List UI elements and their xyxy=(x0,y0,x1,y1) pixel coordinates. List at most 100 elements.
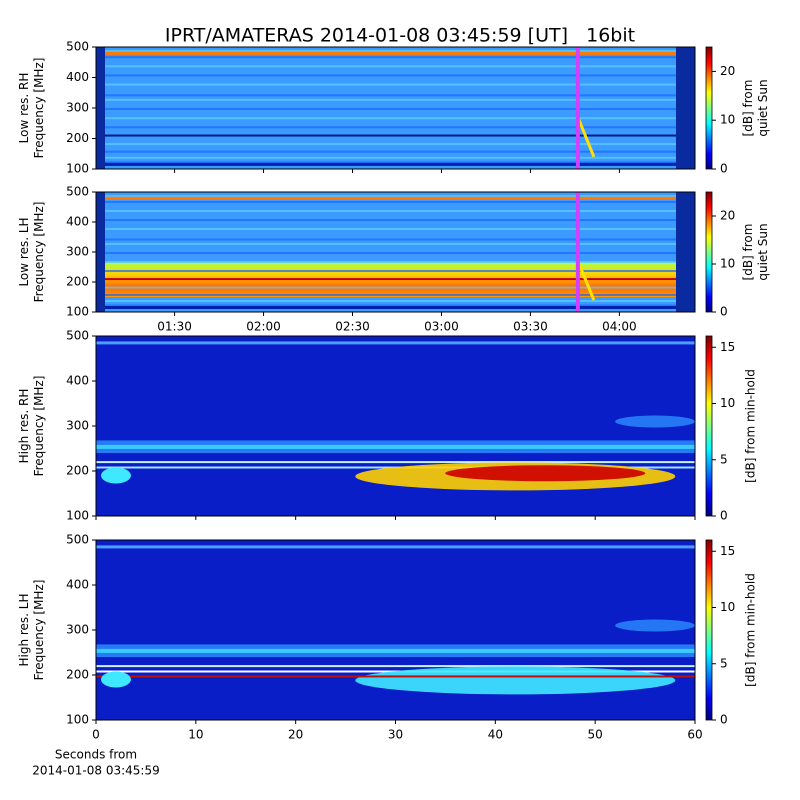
colorbar xyxy=(705,539,713,721)
stripe xyxy=(96,196,695,200)
line xyxy=(96,545,695,549)
stripe xyxy=(96,150,695,153)
colorbar-tick-label: 20 xyxy=(720,209,735,223)
y-axis-label: High res. LH xyxy=(17,593,31,666)
colorbar xyxy=(705,46,713,170)
burst xyxy=(576,260,596,301)
y-tick-label: 500 xyxy=(66,40,89,54)
background xyxy=(96,336,695,516)
stripe xyxy=(96,306,695,309)
stripe xyxy=(96,51,695,55)
stripe xyxy=(96,94,695,97)
y-tick-label: 300 xyxy=(66,623,89,637)
x-tick-label: 30 xyxy=(388,728,403,742)
x-axis-label: Seconds from xyxy=(55,748,137,762)
band xyxy=(96,444,695,449)
y-tick-label: 300 xyxy=(66,419,89,433)
emission xyxy=(100,467,131,484)
colorbar xyxy=(705,191,713,313)
stripe xyxy=(96,126,695,129)
y-tick-label: 300 xyxy=(66,245,89,259)
stripe xyxy=(96,74,695,77)
stripe xyxy=(96,210,695,212)
y-tick-label: 100 xyxy=(66,305,89,319)
y-tick-label: 200 xyxy=(66,668,89,682)
colorbar-tick-label: 5 xyxy=(720,452,728,466)
emission xyxy=(615,415,695,428)
x-tick-label: 03:00 xyxy=(424,320,459,334)
colorbar xyxy=(705,335,713,517)
band xyxy=(96,648,695,653)
stripe xyxy=(96,56,695,59)
spectrogram xyxy=(96,47,695,169)
stripe xyxy=(96,65,695,68)
y-tick-label: 200 xyxy=(66,464,89,478)
stripe xyxy=(96,219,695,221)
stripe xyxy=(96,156,695,159)
colorbar-tick-label: 0 xyxy=(720,713,728,727)
edge xyxy=(96,192,105,312)
stripe xyxy=(96,108,695,110)
colorbar-label: [dB] from min-hold xyxy=(744,369,758,483)
x-tick-label: 20 xyxy=(288,728,303,742)
y-tick-label: 400 xyxy=(66,374,89,388)
colorbar-tick-label: 15 xyxy=(720,544,735,558)
emission xyxy=(100,671,131,688)
x-tick-label: 01:30 xyxy=(157,320,192,334)
stripe xyxy=(96,300,695,302)
colorbar-label: [dB] from min-hold xyxy=(744,573,758,687)
colorbar-tick-label: 15 xyxy=(720,340,735,354)
colorbar-tick-label: 0 xyxy=(720,305,728,319)
stripe xyxy=(96,270,695,272)
y-tick-label: 500 xyxy=(66,533,89,547)
spectrogram xyxy=(96,192,695,312)
y-axis-label: Frequency [MHz] xyxy=(32,202,46,303)
chart-title: IPRT/AMATERAS 2014-01-08 03:45:59 [UT] 1… xyxy=(165,25,635,47)
colorbar-tick-label: 10 xyxy=(720,113,735,127)
stripe xyxy=(96,201,695,203)
x-tick-label: 02:00 xyxy=(246,320,281,334)
edge xyxy=(96,47,105,169)
colorbar-tick-label: 20 xyxy=(720,64,735,78)
y-tick-label: 100 xyxy=(66,162,89,176)
x-tick-label: 0 xyxy=(92,728,100,742)
y-axis-label: Low res. RH xyxy=(17,73,31,144)
stripe xyxy=(96,294,695,296)
x-tick-label: 04:00 xyxy=(602,320,637,334)
emission xyxy=(355,666,676,695)
y-tick-label: 200 xyxy=(66,275,89,289)
x-axis-label: 2014-01-08 03:45:59 xyxy=(32,764,159,778)
line xyxy=(96,675,695,678)
colorbar-tick-label: 10 xyxy=(720,257,735,271)
stripe xyxy=(96,243,695,245)
colorbar-tick-label: 5 xyxy=(720,656,728,670)
stripe xyxy=(96,228,695,230)
x-tick-label: 60 xyxy=(687,728,702,742)
colorbar-tick-label: 0 xyxy=(720,509,728,523)
y-axis-label: Frequency [MHz] xyxy=(32,580,46,681)
background xyxy=(96,540,695,720)
y-tick-label: 400 xyxy=(66,578,89,592)
colorbar-label: [dB] from xyxy=(741,224,755,281)
stripe xyxy=(96,286,695,289)
stripe xyxy=(96,83,695,86)
line xyxy=(96,461,695,464)
colorbar-label: [dB] from xyxy=(741,80,755,137)
y-tick-label: 400 xyxy=(66,215,89,229)
burst xyxy=(576,116,596,158)
y-tick-label: 500 xyxy=(66,329,89,343)
y-tick-label: 100 xyxy=(66,713,89,727)
edge xyxy=(676,192,695,312)
x-tick-label: 10 xyxy=(188,728,203,742)
emission xyxy=(615,619,695,632)
y-axis-label: Frequency [MHz] xyxy=(32,58,46,159)
stripe xyxy=(96,161,695,164)
colorbar-label: quiet Sun xyxy=(756,223,770,280)
stripe xyxy=(96,304,695,307)
stripe xyxy=(96,98,695,101)
y-tick-label: 300 xyxy=(66,101,89,115)
stripe xyxy=(96,50,695,53)
stripe xyxy=(96,117,695,120)
line xyxy=(96,665,695,668)
